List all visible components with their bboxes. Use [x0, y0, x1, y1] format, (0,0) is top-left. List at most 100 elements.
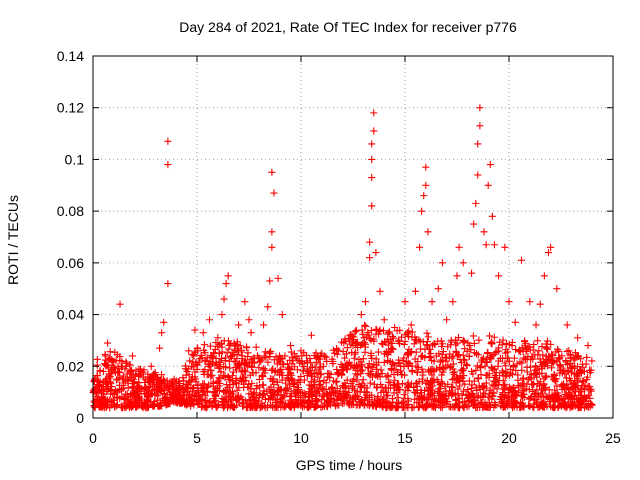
background-point	[523, 356, 531, 364]
background-point	[151, 401, 159, 409]
background-point	[510, 354, 518, 362]
background-point	[168, 382, 176, 390]
background-point	[459, 398, 467, 406]
background-point	[377, 381, 385, 389]
background-point	[558, 385, 566, 393]
data-point	[526, 298, 534, 306]
background-point	[343, 365, 351, 374]
data-point	[380, 316, 388, 324]
data-point	[270, 189, 278, 197]
background-point	[475, 336, 483, 344]
background-point	[196, 355, 204, 363]
background-point	[413, 368, 422, 377]
background-point	[239, 402, 247, 410]
background-point	[538, 343, 546, 351]
background-point	[244, 383, 252, 391]
background-point	[217, 340, 225, 348]
background-point	[526, 394, 534, 402]
background-point	[499, 389, 507, 397]
background-point	[126, 361, 134, 369]
background-point	[372, 355, 380, 363]
background-point	[439, 357, 447, 365]
background-point	[412, 379, 420, 388]
background-point	[529, 346, 537, 354]
background-point	[390, 371, 398, 379]
background-point	[565, 375, 573, 383]
background-point	[246, 371, 254, 379]
background-point	[225, 392, 233, 400]
background-point	[508, 393, 516, 401]
data-point	[101, 352, 110, 360]
background-point	[572, 382, 580, 390]
data-point	[368, 173, 376, 182]
background-point	[215, 374, 223, 382]
data-point	[274, 274, 282, 282]
background-point	[171, 398, 180, 406]
background-point	[428, 371, 436, 379]
background-point	[189, 363, 197, 371]
background-point	[199, 380, 207, 388]
background-point	[284, 371, 293, 379]
data-point	[368, 155, 376, 163]
background-point	[252, 397, 260, 405]
background-point	[335, 389, 343, 397]
background-point	[344, 391, 352, 399]
background-point	[554, 403, 562, 411]
background-point	[472, 350, 480, 358]
background-point	[111, 386, 119, 395]
background-point	[235, 361, 243, 369]
background-point	[462, 360, 470, 368]
background-point	[427, 368, 435, 376]
background-point	[539, 360, 547, 369]
background-point	[366, 379, 374, 387]
background-point	[514, 371, 522, 379]
data-point	[474, 140, 482, 148]
background-point	[327, 394, 335, 402]
background-point	[144, 401, 152, 409]
background-point	[342, 365, 351, 373]
data-point	[455, 243, 463, 251]
background-point	[149, 376, 158, 384]
background-point	[357, 358, 365, 366]
background-point	[203, 397, 211, 405]
background-point	[498, 341, 506, 349]
background-point	[427, 400, 435, 408]
data-point	[241, 298, 249, 306]
background-point	[350, 375, 358, 383]
background-point	[527, 370, 535, 378]
background-point	[345, 358, 353, 366]
data-point	[482, 241, 490, 249]
background-point	[341, 354, 349, 362]
background-point	[210, 395, 218, 403]
background-point	[564, 400, 572, 408]
background-point	[190, 350, 198, 358]
background-point	[394, 359, 402, 367]
background-point	[253, 352, 261, 360]
background-point	[543, 345, 551, 353]
background-point	[491, 377, 500, 385]
background-point	[302, 351, 310, 359]
background-point	[403, 350, 411, 359]
background-point	[324, 369, 332, 377]
background-point	[397, 367, 405, 375]
background-point	[417, 389, 426, 397]
background-point	[459, 336, 467, 344]
background-point	[440, 365, 448, 373]
background-point	[464, 386, 472, 394]
background-point	[210, 389, 218, 397]
background-point	[394, 383, 402, 392]
background-point	[474, 392, 482, 400]
background-point	[534, 391, 542, 399]
background-point	[187, 402, 195, 410]
data-point	[114, 375, 122, 383]
background-point	[258, 371, 267, 380]
background-point	[281, 399, 289, 407]
background-point	[568, 379, 576, 387]
background-point	[226, 340, 235, 348]
y-tick-label: 0.1	[65, 151, 85, 167]
background-point	[194, 389, 202, 397]
background-point	[356, 398, 365, 406]
background-point	[111, 402, 119, 410]
background-point	[233, 351, 241, 359]
background-point	[548, 357, 556, 365]
